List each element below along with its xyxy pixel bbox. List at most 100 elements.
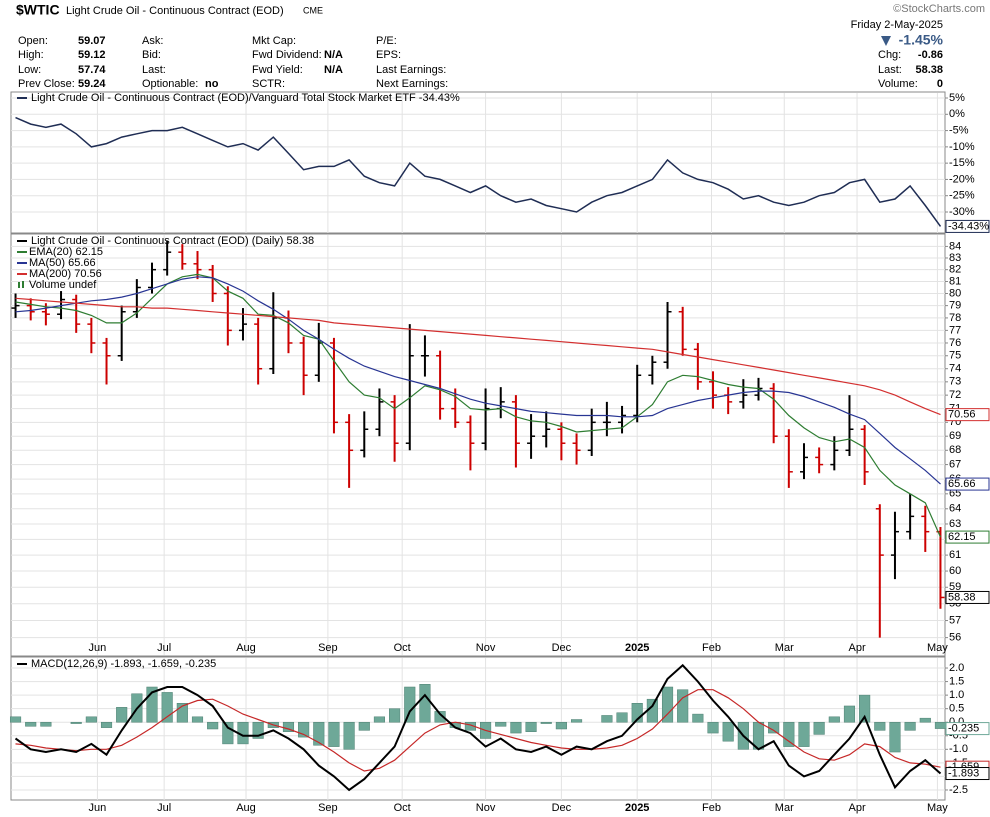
x-tick-label: Mar bbox=[775, 802, 794, 814]
y-tick-label: 1.5 bbox=[949, 675, 964, 687]
credit: ©StockCharts.com bbox=[893, 3, 985, 15]
histogram-bar bbox=[40, 721, 52, 727]
y-tick-label: 78 bbox=[949, 312, 961, 324]
y-tick-label: 68 bbox=[949, 444, 961, 456]
y-tick-label: -2.5 bbox=[949, 784, 968, 796]
quote-label: Next Earnings: bbox=[376, 78, 448, 90]
y-tick-label: 75 bbox=[949, 350, 961, 362]
instrument-name: Light Crude Oil - Continuous Contract (E… bbox=[66, 5, 284, 17]
histogram-bar bbox=[389, 708, 401, 723]
histogram-bar bbox=[525, 721, 537, 732]
x-tick-label: Dec bbox=[552, 642, 572, 654]
y-tick-label: 84 bbox=[949, 240, 961, 252]
legend-label: MA(200) 70.56 bbox=[29, 268, 102, 280]
x-tick-label: Jun bbox=[89, 642, 107, 654]
x-tick-label: May bbox=[927, 802, 948, 814]
histogram-bar bbox=[707, 721, 719, 734]
quote-label: Ask: bbox=[142, 35, 163, 47]
x-tick-label: May bbox=[927, 642, 948, 654]
quote-label: Last Earnings: bbox=[376, 64, 446, 76]
quote-label: Fwd Yield: bbox=[252, 64, 303, 76]
x-tick-label: Nov bbox=[476, 642, 496, 654]
histogram-bar bbox=[313, 721, 325, 746]
legend-swatch bbox=[22, 281, 24, 288]
histogram-bar bbox=[100, 721, 113, 728]
moving-average bbox=[15, 276, 941, 485]
histogram-bar bbox=[146, 686, 158, 723]
summary-label: Last: bbox=[878, 64, 902, 76]
histogram-bar bbox=[434, 711, 446, 723]
value-box-label: 65.66 bbox=[948, 478, 976, 490]
y-tick-label: -25% bbox=[949, 190, 975, 202]
x-tick-label: 2025 bbox=[625, 642, 649, 654]
value-box-label: -34.43% bbox=[948, 220, 989, 232]
symbol: $WTIC bbox=[16, 2, 60, 18]
y-tick-label: 57 bbox=[949, 614, 961, 626]
x-tick-label: Oct bbox=[394, 802, 411, 814]
quote-label: Bid: bbox=[142, 49, 161, 61]
value-box bbox=[945, 530, 990, 544]
histogram-bar bbox=[540, 721, 552, 724]
histogram-bar bbox=[298, 721, 310, 738]
exchange: CME bbox=[303, 5, 323, 15]
histogram-bar bbox=[116, 707, 128, 723]
y-tick-label: -15% bbox=[949, 157, 975, 169]
legend-label: Light Crude Oil - Continuous Contract (E… bbox=[31, 92, 460, 104]
value-box bbox=[945, 590, 990, 604]
summary-value: 58.38 bbox=[915, 64, 943, 76]
quote-value: 57.74 bbox=[78, 64, 106, 76]
y-tick-label: 79 bbox=[949, 300, 961, 312]
summary-value: -0.86 bbox=[918, 49, 943, 61]
histogram-bar bbox=[207, 721, 219, 730]
y-tick-label: 81 bbox=[949, 275, 961, 287]
value-box bbox=[945, 477, 990, 491]
histogram-bar bbox=[191, 716, 204, 723]
y-tick-label: 77 bbox=[949, 324, 961, 336]
histogram-bar bbox=[9, 716, 22, 723]
y-tick-label: 1.0 bbox=[949, 689, 964, 701]
y-tick-label: 59 bbox=[949, 581, 961, 593]
histogram-bar bbox=[328, 721, 340, 747]
y-tick-label: 61 bbox=[949, 549, 961, 561]
value-box-label: -0.235 bbox=[948, 722, 979, 734]
histogram-bar bbox=[904, 721, 916, 731]
histogram-bar bbox=[358, 721, 370, 731]
quote-label: Low: bbox=[18, 64, 41, 76]
histogram-bar bbox=[919, 717, 931, 723]
histogram-bar bbox=[343, 721, 355, 750]
quote-label: EPS: bbox=[376, 49, 401, 61]
y-tick-label: 60 bbox=[949, 565, 961, 577]
histogram-bar bbox=[874, 721, 886, 731]
x-tick-label: Feb bbox=[702, 802, 721, 814]
quote-value: 59.07 bbox=[78, 35, 106, 47]
y-tick-label: 83 bbox=[949, 252, 961, 264]
x-tick-label: Sep bbox=[318, 802, 338, 814]
histogram-bar bbox=[570, 719, 583, 723]
legend-label: MACD(12,26,9) -1.893, -1.659, -0.235 bbox=[31, 658, 216, 670]
histogram-bar bbox=[798, 721, 810, 747]
y-tick-label: -30% bbox=[949, 206, 975, 218]
y-tick-label: -20% bbox=[949, 173, 975, 185]
y-tick-label: 0% bbox=[949, 108, 965, 120]
y-tick-label: 2.0 bbox=[949, 662, 964, 674]
y-tick-label: 64 bbox=[949, 503, 961, 515]
legend-label: MA(50) 65.66 bbox=[29, 257, 96, 269]
histogram-bar bbox=[555, 721, 567, 730]
histogram-bar bbox=[843, 705, 856, 723]
quote-label: Mkt Cap: bbox=[252, 35, 296, 47]
histogram-bar bbox=[692, 713, 704, 723]
y-tick-label: 63 bbox=[949, 518, 961, 530]
y-tick-label: 80 bbox=[949, 287, 961, 299]
x-tick-label: Apr bbox=[848, 642, 865, 654]
histogram-bar bbox=[661, 686, 674, 723]
x-tick-label: Oct bbox=[394, 642, 411, 654]
histogram-bar bbox=[631, 703, 643, 723]
quote-value: 59.24 bbox=[78, 78, 106, 90]
macd-line bbox=[15, 689, 941, 772]
histogram-bar bbox=[70, 721, 82, 724]
y-tick-label: -10% bbox=[949, 141, 975, 153]
plot-layer: Open: 59.07 Ask: Mkt Cap: P/E: High: 59.12 Bid:… bbox=[9, 35, 990, 814]
x-tick-label: Sep bbox=[318, 642, 338, 654]
y-tick-label: -1.0 bbox=[949, 743, 968, 755]
